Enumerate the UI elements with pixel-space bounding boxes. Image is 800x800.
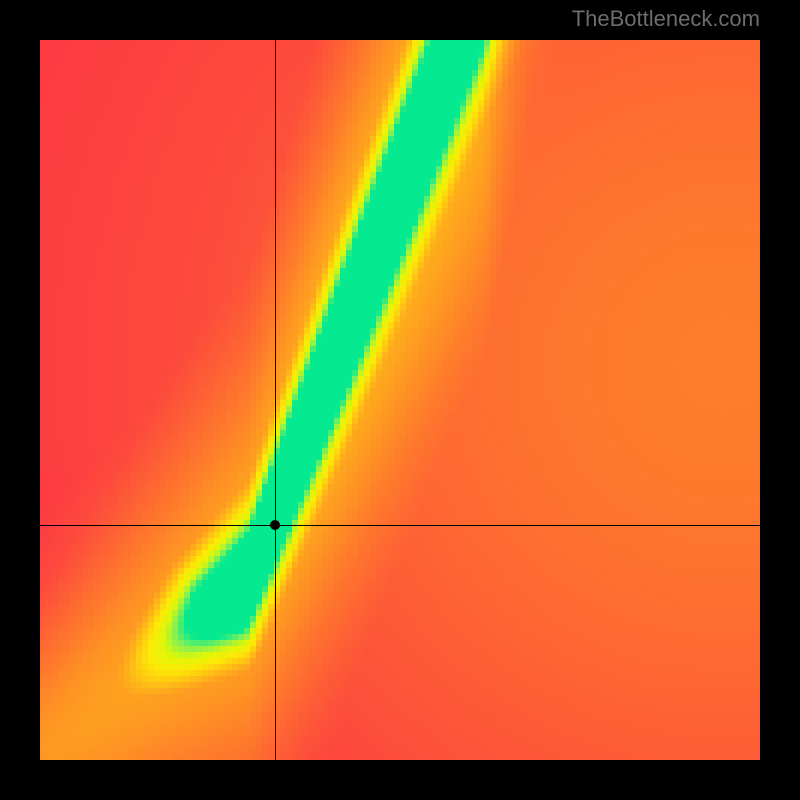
bottleneck-chart-container: TheBottleneck.com xyxy=(0,0,800,800)
crosshair-horizontal xyxy=(40,525,760,526)
watermark-text: TheBottleneck.com xyxy=(572,6,760,32)
bottleneck-heatmap-canvas xyxy=(40,40,760,760)
selection-marker-dot xyxy=(270,520,280,530)
crosshair-vertical xyxy=(275,40,276,760)
